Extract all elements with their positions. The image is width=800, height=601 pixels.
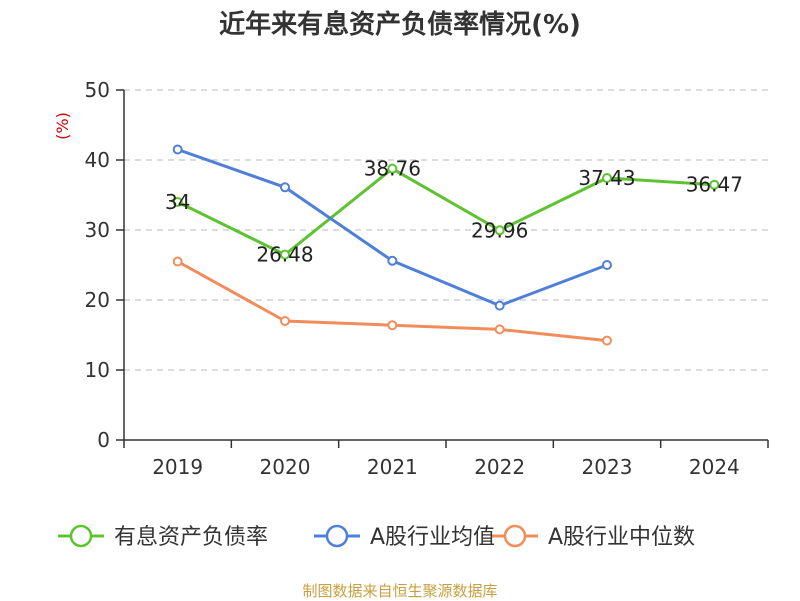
grid-lines	[124, 89, 768, 371]
axes: 0 10 20 30 40 50 2019 2020 2021 2022 2023 2024	[85, 78, 769, 479]
legend-marker-2	[503, 524, 527, 548]
data-point-1-3	[494, 300, 505, 311]
data-point-2-1	[280, 316, 290, 326]
y-unit-label: (%)	[53, 112, 72, 140]
legend-item-1[interactable]: A股行业均值	[314, 524, 495, 550]
series-1	[172, 144, 612, 311]
data-point-2-2	[387, 320, 398, 331]
series-layer	[172, 144, 720, 346]
data-point-0-3	[494, 225, 505, 236]
legend-label-0: 有息资产负债率	[114, 525, 268, 550]
x-tick-label-2019: 2019	[152, 455, 203, 479]
data-point-1-1	[280, 182, 290, 193]
data-point-2-4	[602, 335, 612, 346]
data-point-2-0	[172, 256, 183, 267]
legend-marker-1	[325, 524, 349, 548]
legend-label-1: A股行业均值	[370, 525, 495, 550]
data-label-0-0: 34	[165, 190, 190, 214]
data-point-1-2	[387, 255, 398, 266]
series-2	[172, 256, 612, 346]
data-point-0-2	[387, 163, 398, 174]
data-point-0-4	[602, 172, 612, 183]
legend-item-0[interactable]: 有息资产负债率	[58, 524, 268, 550]
y-tick-label-30: 30	[85, 218, 110, 242]
x-tick-label-2022: 2022	[474, 455, 525, 479]
data-point-2-3	[494, 324, 505, 335]
legend-item-2[interactable]: A股行业中位数	[492, 524, 695, 550]
legend[interactable]: 有息资产负债率 A股行业均值 A股行业中位数	[58, 524, 695, 550]
y-tick-label-10: 10	[85, 358, 110, 382]
series-line-0	[177, 167, 715, 257]
x-tick-label-2020: 2020	[260, 455, 311, 479]
x-tick-label-2023: 2023	[582, 455, 633, 479]
chart-title: 近年来有息资产负债率情况(%)	[219, 10, 581, 40]
data-label-0-3: 29.96	[471, 218, 528, 242]
data-label-0-5: 36.47	[686, 173, 743, 197]
data-point-1-0	[172, 144, 183, 155]
data-label-0-2: 38.76	[364, 157, 421, 181]
legend-label-2: A股行业中位数	[548, 525, 695, 550]
source-note: 制图数据来自恒生聚源数据库	[302, 582, 498, 600]
data-labels: 34 26.48 38.76 29.96 37.43 36.47	[165, 157, 743, 267]
y-tick-label-20: 20	[85, 288, 110, 312]
x-tick-label-2021: 2021	[367, 455, 418, 479]
data-point-1-4	[602, 260, 612, 270]
data-label-0-4: 37.43	[578, 166, 635, 190]
data-label-0-1: 26.48	[256, 243, 313, 267]
x-tick-label-2024: 2024	[689, 455, 740, 479]
y-tick-label-50: 50	[85, 78, 110, 102]
data-point-0-5	[709, 179, 720, 190]
legend-marker-0	[69, 524, 93, 548]
series-0	[172, 163, 720, 260]
data-point-0-0	[172, 197, 183, 207]
y-tick-label-40: 40	[85, 148, 110, 172]
y-tick-label-0: 0	[97, 428, 110, 452]
data-point-0-1	[280, 249, 290, 260]
